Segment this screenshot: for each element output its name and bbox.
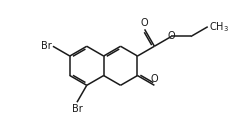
Text: O: O xyxy=(167,32,175,42)
Text: O: O xyxy=(141,18,149,28)
Text: CH$_3$: CH$_3$ xyxy=(209,20,229,34)
Text: Br: Br xyxy=(41,41,52,51)
Text: O: O xyxy=(151,74,158,84)
Text: Br: Br xyxy=(72,104,82,114)
